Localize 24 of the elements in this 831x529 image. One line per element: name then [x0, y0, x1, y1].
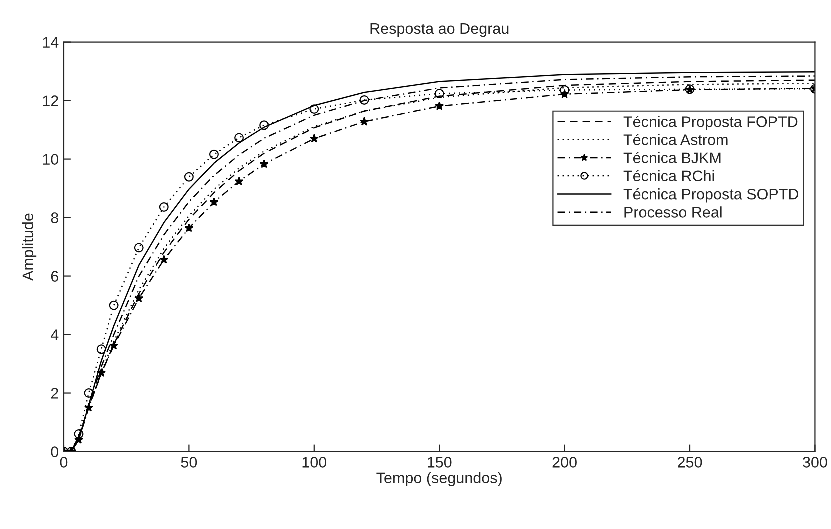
y-tick-label: 10 — [43, 154, 59, 165]
x-tick-label: 50 — [181, 457, 198, 468]
x-tick-label: 300 — [803, 457, 828, 468]
x-tick-label: 0 — [60, 457, 68, 468]
legend-label: Técnica Astrom — [624, 134, 728, 146]
legend-label: Técnica BJKM — [624, 152, 721, 164]
x-tick-label: 250 — [678, 457, 702, 468]
x-tick-label: 100 — [302, 457, 327, 468]
y-tick-label: 14 — [43, 37, 59, 48]
y-axis-title: Amplitude — [22, 214, 37, 281]
y-tick-label: 8 — [51, 212, 58, 224]
x-tick-label: 150 — [428, 457, 452, 468]
legend-label: Técnica RChi — [624, 170, 714, 182]
legend-label: Técnica Proposta FOPTD — [624, 116, 798, 130]
x-axis-title: Tempo (segundos) — [376, 472, 502, 486]
legend-label: Processo Real — [624, 206, 722, 218]
chart-title: Resposta ao Degrau — [370, 23, 509, 38]
y-tick-label: 2 — [51, 388, 58, 399]
legend-label: Técnica Proposta SOPTD — [624, 188, 799, 203]
y-tick-label: 6 — [51, 271, 58, 282]
y-tick-label: 0 — [51, 446, 59, 458]
y-tick-label: 12 — [43, 96, 58, 106]
x-tick-label: 200 — [552, 457, 577, 468]
y-tick-label: 4 — [50, 330, 59, 340]
